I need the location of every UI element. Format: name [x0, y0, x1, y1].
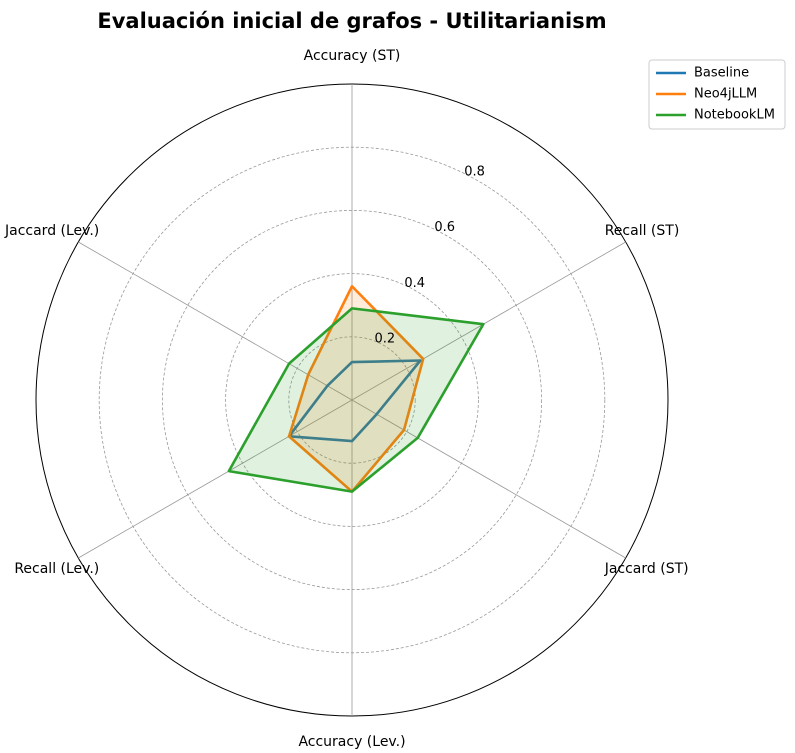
- legend: Baseline Neo4jLLM NotebookLM: [648, 59, 786, 130]
- series-fill: [228, 308, 484, 492]
- axis-label: Recall (ST): [605, 223, 680, 239]
- series-line: [227, 307, 485, 493]
- radar-grid: [35, 83, 669, 717]
- chart-title: Evaluación inicial de grafos - Utilitari…: [97, 9, 606, 33]
- series-line: [287, 359, 422, 443]
- legend-label: NotebookLM: [694, 108, 775, 123]
- axis-label: Jaccard (ST): [604, 561, 689, 577]
- series-fill: [289, 286, 424, 492]
- axis-spoke: [351, 399, 626, 559]
- axis-spoke: [351, 241, 626, 401]
- radar-axis-labels: 0.2 0.4 0.6 0.8 Accuracy (ST) Recall (ST) Jacc…: [4, 48, 689, 750]
- legend-label: Baseline: [694, 66, 749, 81]
- radial-tick-label: 0.2: [374, 332, 395, 347]
- axis-label: Recall (Lev.): [14, 561, 99, 577]
- radar-series: [227, 284, 485, 493]
- radial-tick-label: 0.8: [464, 165, 485, 180]
- radial-tick-label: 0.6: [434, 220, 455, 235]
- axis-spoke: [78, 399, 353, 559]
- axis-label: Accuracy (Lev.): [298, 734, 405, 750]
- radial-tick-label: 0.4: [404, 276, 425, 291]
- legend-label: Neo4jLLM: [694, 87, 757, 102]
- legend-frame: [648, 59, 786, 130]
- axis-spoke: [78, 241, 353, 401]
- axis-label: Accuracy (ST): [304, 48, 401, 64]
- axis-label: Jaccard (Lev.): [4, 223, 99, 239]
